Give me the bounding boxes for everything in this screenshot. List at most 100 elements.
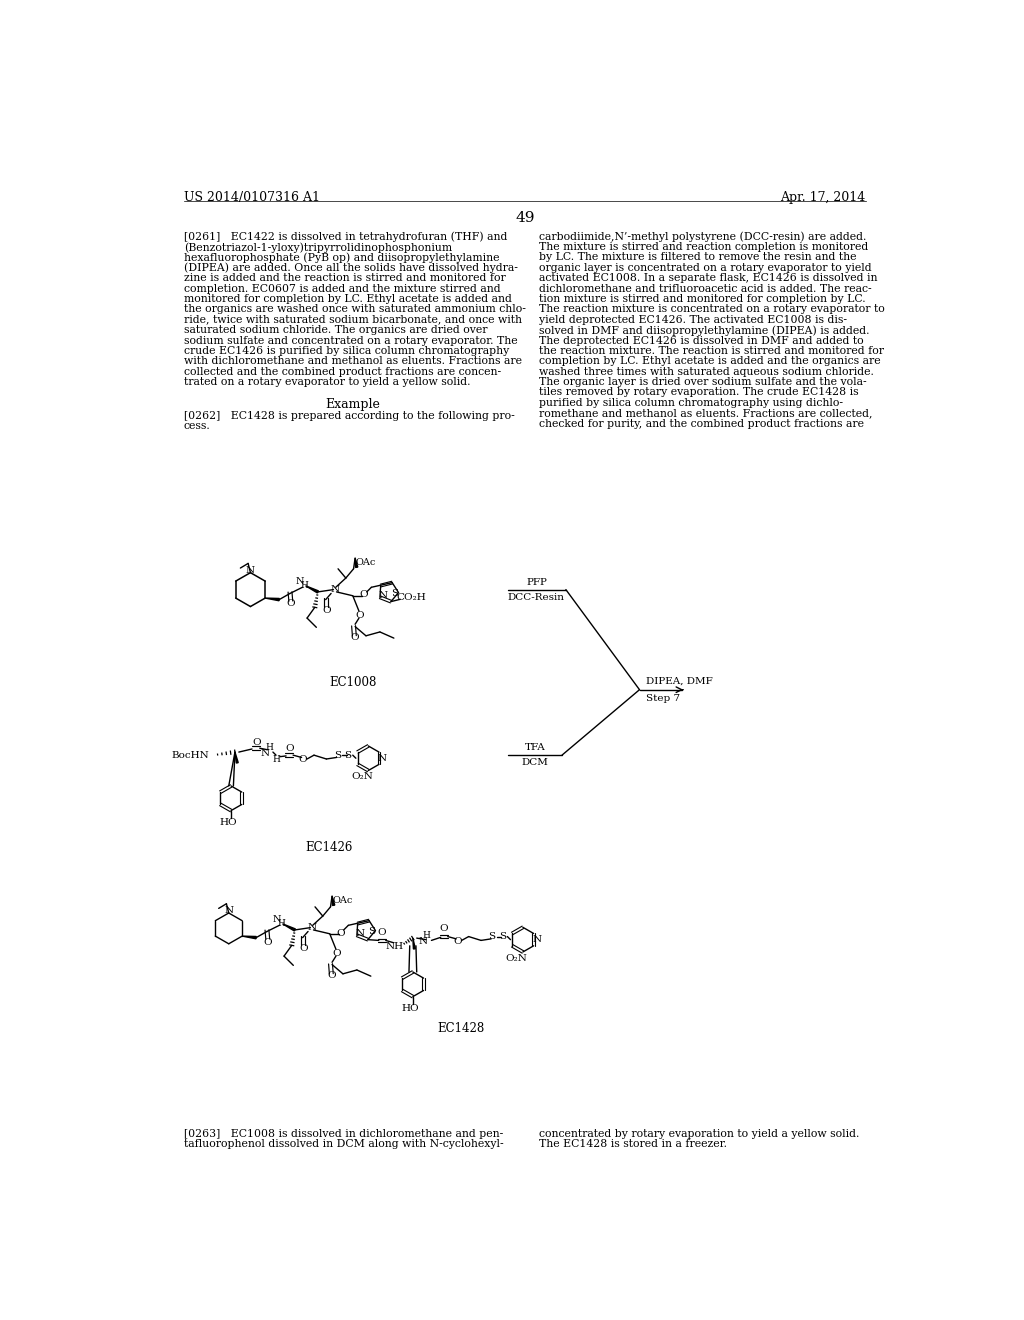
- Text: O: O: [333, 949, 341, 958]
- Text: tiles removed by rotary evaporation. The crude EC1428 is: tiles removed by rotary evaporation. The…: [539, 388, 858, 397]
- Text: O: O: [285, 743, 294, 752]
- Polygon shape: [332, 896, 335, 906]
- Text: The reaction mixture is concentrated on a rotary evaporator to: The reaction mixture is concentrated on …: [539, 305, 885, 314]
- Text: O: O: [378, 928, 386, 937]
- Text: The deprotected EC1426 is dissolved in DMF and added to: The deprotected EC1426 is dissolved in D…: [539, 335, 863, 346]
- Text: O: O: [299, 755, 307, 764]
- Text: S: S: [499, 932, 506, 941]
- Text: hexafluorophosphate (PyB op) and diisopropylethylamine: hexafluorophosphate (PyB op) and diisopr…: [183, 252, 500, 263]
- Text: EC1008: EC1008: [329, 676, 377, 689]
- Text: romethane and methanol as eluents. Fractions are collected,: romethane and methanol as eluents. Fract…: [539, 408, 872, 418]
- Text: [0261]   EC1422 is dissolved in tetrahydrofuran (THF) and: [0261] EC1422 is dissolved in tetrahydro…: [183, 231, 507, 242]
- Text: O: O: [350, 632, 358, 642]
- Text: the organics are washed once with saturated ammonium chlo-: the organics are washed once with satura…: [183, 305, 525, 314]
- Text: concentrated by rotary evaporation to yield a yellow solid.: concentrated by rotary evaporation to yi…: [539, 1129, 859, 1139]
- Text: 49: 49: [515, 211, 535, 224]
- Text: N: N: [378, 754, 387, 763]
- Text: Step 7: Step 7: [646, 694, 680, 702]
- Text: crude EC1426 is purified by silica column chromatography: crude EC1426 is purified by silica colum…: [183, 346, 509, 356]
- Text: zine is added and the reaction is stirred and monitored for: zine is added and the reaction is stirre…: [183, 273, 506, 282]
- Text: completion. EC0607 is added and the mixture stirred and: completion. EC0607 is added and the mixt…: [183, 284, 501, 293]
- Text: N: N: [419, 937, 427, 946]
- Text: O₂N: O₂N: [351, 772, 373, 781]
- Polygon shape: [305, 586, 318, 593]
- Text: yield deprotected EC1426. The activated EC1008 is dis-: yield deprotected EC1426. The activated …: [539, 314, 847, 325]
- Text: S: S: [488, 932, 496, 941]
- Text: OAc: OAc: [333, 896, 353, 906]
- Text: N: N: [331, 585, 340, 594]
- Text: N: N: [246, 566, 255, 574]
- Text: S: S: [334, 751, 341, 759]
- Text: with dichloromethane and methanol as eluents. Fractions are: with dichloromethane and methanol as elu…: [183, 356, 522, 366]
- Text: (Benzotriazol-1-yloxy)tripyrrolidinophosphonium: (Benzotriazol-1-yloxy)tripyrrolidinophos…: [183, 242, 452, 252]
- Text: completion by LC. Ethyl acetate is added and the organics are: completion by LC. Ethyl acetate is added…: [539, 356, 881, 366]
- Text: CO₂H: CO₂H: [396, 593, 426, 602]
- Polygon shape: [265, 598, 280, 601]
- Text: O: O: [336, 928, 345, 937]
- Text: S: S: [368, 927, 375, 936]
- Text: S: S: [344, 751, 351, 759]
- Polygon shape: [413, 939, 416, 949]
- Text: (DIPEA) are added. Once all the solids have dissolved hydra-: (DIPEA) are added. Once all the solids h…: [183, 263, 518, 273]
- Text: organic layer is concentrated on a rotary evaporator to yield: organic layer is concentrated on a rotar…: [539, 263, 871, 273]
- Text: O: O: [299, 944, 307, 953]
- Text: Example: Example: [326, 399, 380, 412]
- Text: N: N: [224, 907, 233, 915]
- Text: O: O: [252, 738, 261, 747]
- Text: N: N: [261, 750, 269, 758]
- Text: O: O: [359, 590, 368, 599]
- Text: O₂N: O₂N: [506, 953, 527, 962]
- Text: purified by silica column chromatography using dichlo-: purified by silica column chromatography…: [539, 397, 843, 408]
- Text: DCM: DCM: [521, 759, 548, 767]
- Text: cess.: cess.: [183, 421, 211, 430]
- Polygon shape: [242, 936, 256, 939]
- Text: NH: NH: [386, 942, 404, 952]
- Text: The organic layer is dried over sodium sulfate and the vola-: The organic layer is dried over sodium s…: [539, 378, 866, 387]
- Text: washed three times with saturated aqueous sodium chloride.: washed three times with saturated aqueou…: [539, 367, 873, 376]
- Text: O: O: [454, 937, 462, 945]
- Text: EC1428: EC1428: [437, 1022, 485, 1035]
- Text: dichloromethane and trifluoroacetic acid is added. The reac-: dichloromethane and trifluoroacetic acid…: [539, 284, 871, 293]
- Text: TFA: TFA: [524, 743, 545, 752]
- Text: H: H: [300, 581, 308, 590]
- Text: EC1426: EC1426: [306, 841, 353, 854]
- Text: H: H: [422, 931, 430, 940]
- Text: O: O: [355, 611, 365, 620]
- Text: saturated sodium chloride. The organics are dried over: saturated sodium chloride. The organics …: [183, 325, 487, 335]
- Text: HO: HO: [220, 817, 238, 826]
- Text: O: O: [327, 972, 336, 979]
- Text: The mixture is stirred and reaction completion is monitored: The mixture is stirred and reaction comp…: [539, 242, 868, 252]
- Text: PFP: PFP: [526, 578, 547, 587]
- Text: the reaction mixture. The reaction is stirred and monitored for: the reaction mixture. The reaction is st…: [539, 346, 884, 356]
- Text: [0262]   EC1428 is prepared according to the following pro-: [0262] EC1428 is prepared according to t…: [183, 411, 514, 421]
- Text: O: O: [287, 599, 295, 609]
- Text: checked for purity, and the combined product fractions are: checked for purity, and the combined pro…: [539, 418, 864, 429]
- Text: by LC. The mixture is filtered to remove the resin and the: by LC. The mixture is filtered to remove…: [539, 252, 856, 263]
- Polygon shape: [234, 752, 239, 763]
- Text: O: O: [323, 606, 331, 615]
- Text: The EC1428 is stored in a freezer.: The EC1428 is stored in a freezer.: [539, 1139, 727, 1148]
- Text: N: N: [307, 923, 316, 932]
- Text: O: O: [263, 937, 272, 946]
- Text: tion mixture is stirred and monitored for completion by LC.: tion mixture is stirred and monitored fo…: [539, 294, 865, 304]
- Text: activated EC1008. In a separate flask, EC1426 is dissolved in: activated EC1008. In a separate flask, E…: [539, 273, 878, 282]
- Text: sodium sulfate and concentrated on a rotary evaporator. The: sodium sulfate and concentrated on a rot…: [183, 335, 517, 346]
- Text: ride, twice with saturated sodium bicarbonate, and once with: ride, twice with saturated sodium bicarb…: [183, 314, 522, 325]
- Text: S: S: [391, 589, 398, 598]
- Text: H: H: [276, 919, 285, 928]
- Text: OAc: OAc: [355, 558, 376, 568]
- Text: H: H: [272, 755, 280, 763]
- Text: solved in DMF and diisopropylethylamine (DIPEA) is added.: solved in DMF and diisopropylethylamine …: [539, 325, 869, 335]
- Text: N: N: [272, 915, 282, 924]
- Text: Apr. 17, 2014: Apr. 17, 2014: [780, 191, 866, 203]
- Text: O: O: [439, 924, 449, 933]
- Text: DIPEA, DMF: DIPEA, DMF: [646, 677, 713, 685]
- Text: [0263]   EC1008 is dissolved in dichloromethane and pen-: [0263] EC1008 is dissolved in dichlorome…: [183, 1129, 503, 1139]
- Polygon shape: [283, 924, 295, 931]
- Text: HO: HO: [401, 1005, 420, 1014]
- Text: monitored for completion by LC. Ethyl acetate is added and: monitored for completion by LC. Ethyl ac…: [183, 294, 512, 304]
- Polygon shape: [355, 558, 357, 568]
- Text: collected and the combined product fractions are concen-: collected and the combined product fract…: [183, 367, 501, 376]
- Text: carbodiimide,N’-methyl polystyrene (DCC-resin) are added.: carbodiimide,N’-methyl polystyrene (DCC-…: [539, 231, 866, 242]
- Text: H: H: [265, 743, 273, 752]
